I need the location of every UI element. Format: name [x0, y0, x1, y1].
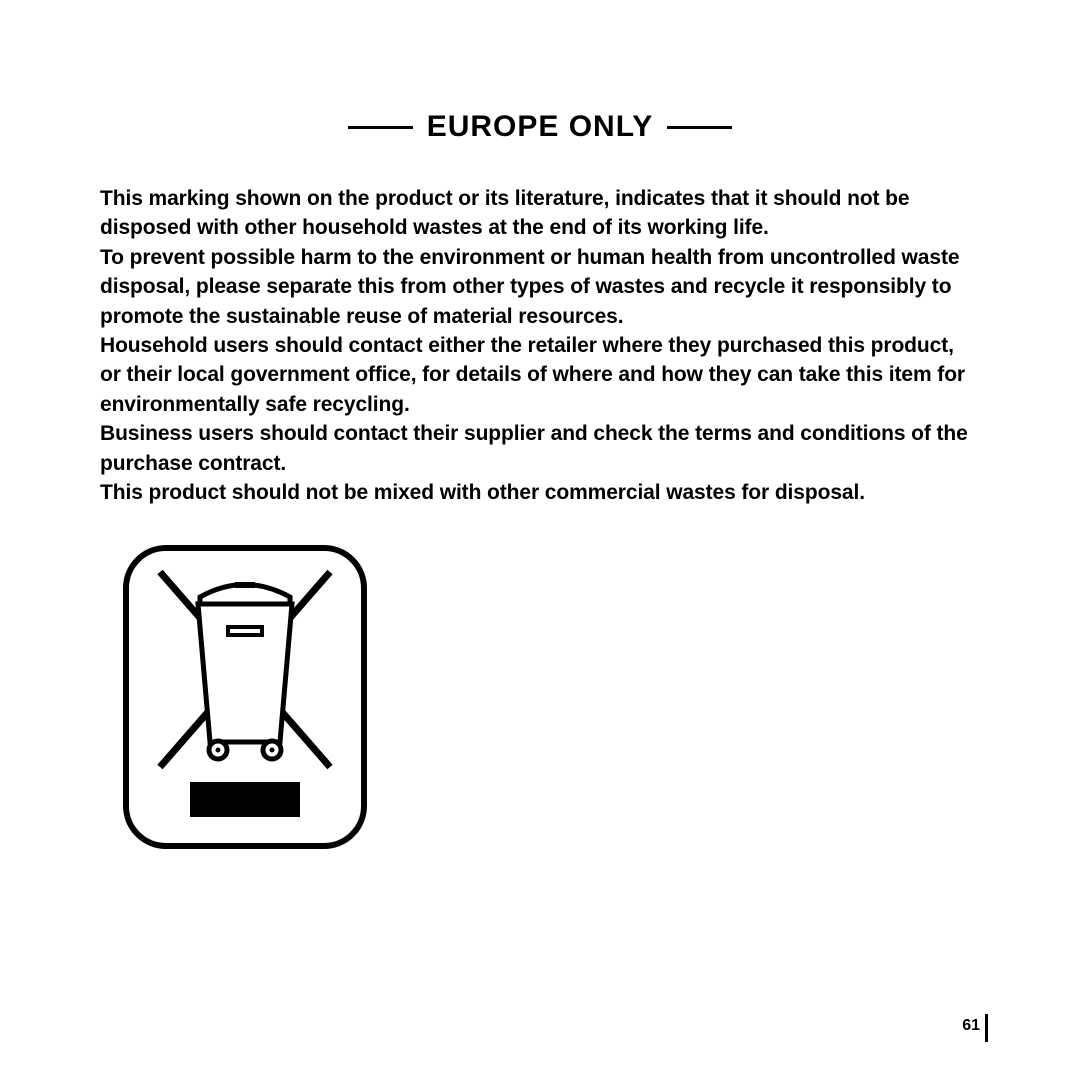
- body-text: This marking shown on the product or its…: [100, 184, 980, 507]
- paragraph: Business users should contact their supp…: [100, 419, 980, 478]
- page-number: 61: [962, 1017, 980, 1035]
- heading-rule-left: [348, 126, 413, 129]
- document-page: EUROPE ONLY This marking shown on the pr…: [0, 0, 1080, 1080]
- corner-mark: [985, 1014, 988, 1042]
- paragraph: This marking shown on the product or its…: [100, 184, 980, 243]
- page-heading: EUROPE ONLY: [413, 110, 668, 144]
- weee-crossed-bin-icon: [120, 542, 370, 852]
- heading-row: EUROPE ONLY: [100, 110, 980, 144]
- weee-symbol-container: [120, 542, 980, 857]
- heading-rule-right: [667, 126, 732, 129]
- paragraph: To prevent possible harm to the environm…: [100, 243, 980, 331]
- paragraph: Household users should contact either th…: [100, 331, 980, 419]
- paragraph: This product should not be mixed with ot…: [100, 478, 980, 507]
